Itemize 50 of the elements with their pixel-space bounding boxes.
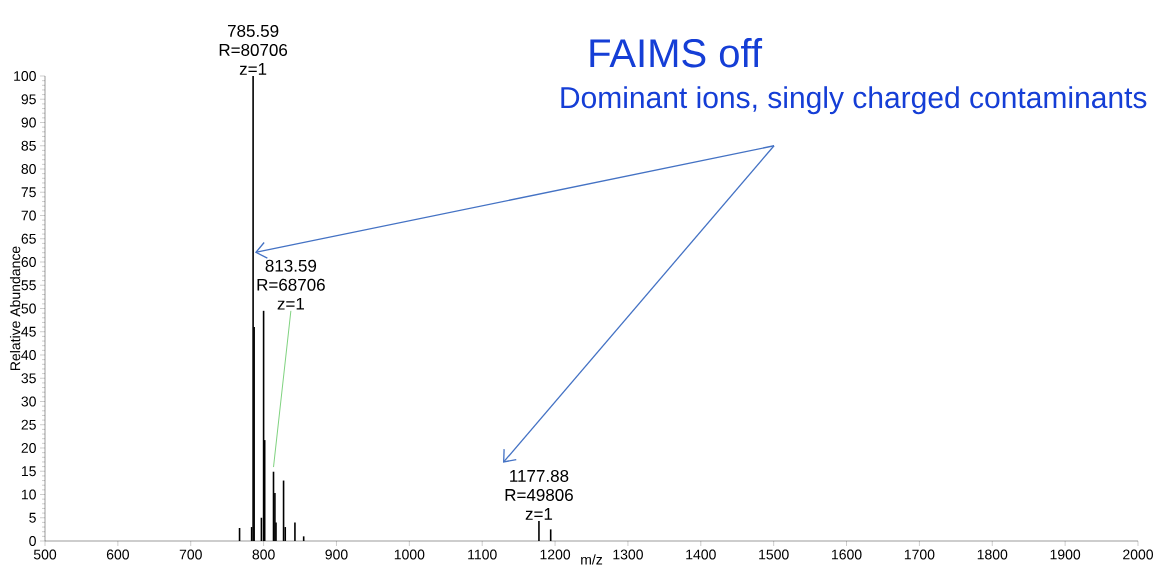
annotation: 1177.88 xyxy=(510,469,569,482)
x-tick-label: 1200 xyxy=(540,549,571,560)
y-tick-label: 50 xyxy=(21,303,36,314)
annotation: R=80706 xyxy=(219,43,288,56)
x-tick-label: 700 xyxy=(179,549,202,560)
annotation: 785.59 xyxy=(227,24,279,37)
y-axis-title: Relative Abundance xyxy=(9,246,21,371)
annotation: z=1 xyxy=(277,297,304,310)
x-tick-label: 2000 xyxy=(1123,549,1154,560)
x-tick-label: 500 xyxy=(33,549,57,560)
y-tick-label: 0 xyxy=(29,536,36,546)
chart-subtitle: Dominant ions, singly charged contaminants xyxy=(561,86,1147,115)
y-tick-label: 25 xyxy=(21,419,36,430)
annotation: R=68706 xyxy=(257,278,325,291)
y-tick-label: 15 xyxy=(21,466,36,477)
y-tick-label: 80 xyxy=(21,164,36,174)
annotation: z=1 xyxy=(239,63,267,75)
x-tick-label: 1600 xyxy=(832,549,862,560)
y-tick-label: 60 xyxy=(21,257,36,267)
y-tick-label: 45 xyxy=(21,326,36,337)
y-tick-label: 20 xyxy=(21,443,36,453)
annotation: z=1 xyxy=(525,508,553,520)
y-tick-label: 70 xyxy=(21,210,36,221)
x-tick-label: 1500 xyxy=(759,549,789,560)
annotation: R=49806 xyxy=(505,488,573,501)
x-tick-label: 1300 xyxy=(613,549,643,560)
y-tick-label: 90 xyxy=(21,117,36,128)
chart-title: FAIMS off xyxy=(590,38,763,68)
x-tick-label: 800 xyxy=(252,549,275,560)
x-axis-title: m/z xyxy=(581,554,603,565)
y-tick-label: 40 xyxy=(21,350,36,360)
y-tick-label: 85 xyxy=(21,140,36,151)
x-tick-label: 600 xyxy=(106,549,130,560)
x-tick-label: 1700 xyxy=(904,549,935,560)
x-tick-label: 1400 xyxy=(686,549,716,560)
y-tick-label: 65 xyxy=(21,233,36,244)
y-tick-label: 30 xyxy=(21,396,36,407)
x-tick-label: 1900 xyxy=(1050,549,1081,560)
y-tick-label: 75 xyxy=(21,187,36,198)
y-tick-label: 10 xyxy=(21,489,36,500)
x-tick-label: 1100 xyxy=(468,549,497,560)
y-tick-label: 55 xyxy=(21,280,36,291)
y-tick-label: 95 xyxy=(21,94,36,105)
x-tick-label: 1000 xyxy=(394,549,425,560)
y-tick-label: 100 xyxy=(14,71,36,81)
y-tick-label: 35 xyxy=(21,373,36,384)
y-tick-label: 5 xyxy=(29,512,36,523)
annotation: 813.59 xyxy=(265,259,317,272)
x-tick-label: 1800 xyxy=(977,549,1008,560)
x-tick-label: 900 xyxy=(325,549,348,560)
